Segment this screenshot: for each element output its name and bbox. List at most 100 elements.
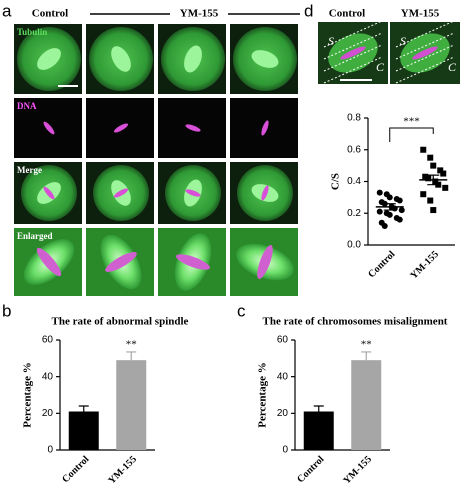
error-bar xyxy=(313,405,324,412)
chromosomes xyxy=(185,124,201,132)
guide-line xyxy=(323,20,383,48)
x-tick-label: Control xyxy=(60,454,91,485)
y-tick-label: 0.0 xyxy=(347,240,361,251)
chromosomes xyxy=(261,185,269,201)
y-tick-label: 40 xyxy=(277,371,289,382)
region-label: S xyxy=(328,34,334,48)
row-label: Enlarged xyxy=(17,231,53,241)
chromosomes xyxy=(113,188,129,198)
point xyxy=(376,208,383,215)
error-bar xyxy=(427,174,440,186)
spindle xyxy=(111,46,131,72)
chart-title: The rate of chromosomes misalignment xyxy=(263,316,448,328)
guide-line xyxy=(395,56,455,84)
column-header: Control xyxy=(32,8,68,20)
y-tick-label: 0.2 xyxy=(347,208,361,219)
column-header: YM-155 xyxy=(401,8,440,20)
chromosomes xyxy=(185,189,201,197)
spindle xyxy=(184,45,202,73)
error-bar xyxy=(78,405,89,412)
point xyxy=(437,167,444,174)
chromosomes xyxy=(340,46,366,60)
point xyxy=(442,184,449,191)
y-axis-label: Percentage % xyxy=(22,362,34,427)
point xyxy=(440,170,447,177)
region-label: C xyxy=(448,60,457,74)
y-tick-label: 20 xyxy=(42,408,54,419)
y-tick-label: 0 xyxy=(282,445,288,456)
point xyxy=(386,194,393,201)
guide-line xyxy=(395,32,455,60)
panel-label: a xyxy=(2,1,12,20)
x-tick-label: YM-155 xyxy=(341,454,374,487)
spindle xyxy=(37,48,61,70)
guide-line xyxy=(395,20,455,48)
row-label: DNA xyxy=(17,101,37,111)
point xyxy=(432,178,439,185)
point xyxy=(396,197,403,204)
region-label: S xyxy=(400,34,406,48)
chromosomes xyxy=(261,120,269,136)
point xyxy=(420,191,427,198)
chart-title: The rate of abnormal spindle xyxy=(52,316,189,328)
guide-line xyxy=(395,44,455,72)
bar xyxy=(303,411,334,450)
point xyxy=(425,175,432,182)
y-tick-label: 0 xyxy=(47,445,53,456)
guide-line xyxy=(323,32,383,60)
error-bar xyxy=(126,351,137,361)
y-tick-label: 0.8 xyxy=(347,113,361,124)
chromosomes xyxy=(412,46,438,60)
bar xyxy=(351,360,382,450)
x-tick-label: YM-155 xyxy=(106,454,139,487)
x-tick-label: YM-155 xyxy=(408,249,441,282)
error-bar xyxy=(383,203,396,211)
panel-label: d xyxy=(304,1,313,20)
panel-label: c xyxy=(237,301,246,320)
chromosomes xyxy=(175,254,211,270)
point xyxy=(386,211,393,218)
point xyxy=(427,154,434,161)
row-label: Tubulin xyxy=(17,27,47,37)
region-label: C xyxy=(376,60,385,74)
chromosomes xyxy=(43,186,55,200)
bar xyxy=(116,360,147,450)
point xyxy=(398,207,405,214)
x-tick-label: Control xyxy=(295,454,326,485)
chromosomes xyxy=(257,244,273,280)
panel-label: b xyxy=(2,301,11,320)
y-tick-label: 20 xyxy=(277,408,289,419)
significance: *** xyxy=(403,116,420,128)
chromosomes xyxy=(105,252,137,272)
point xyxy=(376,189,383,196)
column-header: YM-155 xyxy=(180,8,219,20)
error-bar xyxy=(361,351,372,361)
chromosomes xyxy=(43,121,55,135)
chromosomes xyxy=(113,123,129,133)
point xyxy=(396,216,403,223)
point xyxy=(427,197,434,204)
spindle xyxy=(251,50,279,68)
y-axis-label: C/S xyxy=(330,173,342,190)
significance: ** xyxy=(361,338,372,350)
chromosomes xyxy=(36,247,62,277)
y-axis-label: Percentage % xyxy=(257,362,269,427)
point xyxy=(420,146,427,153)
y-tick-label: 0.4 xyxy=(347,176,361,187)
guide-line xyxy=(323,56,383,84)
point xyxy=(381,222,388,229)
x-tick-label: Control xyxy=(366,249,397,280)
bracket xyxy=(389,127,434,142)
y-tick-label: 40 xyxy=(42,371,54,382)
guide-line xyxy=(323,44,383,72)
y-tick-label: 0.6 xyxy=(347,144,361,155)
y-tick-label: 60 xyxy=(277,335,289,346)
point xyxy=(430,207,437,214)
point xyxy=(430,162,437,169)
column-header: Control xyxy=(329,8,365,20)
y-tick-label: 60 xyxy=(42,335,54,346)
significance: ** xyxy=(126,338,137,350)
row-label: Merge xyxy=(17,165,42,175)
bar xyxy=(68,411,99,450)
